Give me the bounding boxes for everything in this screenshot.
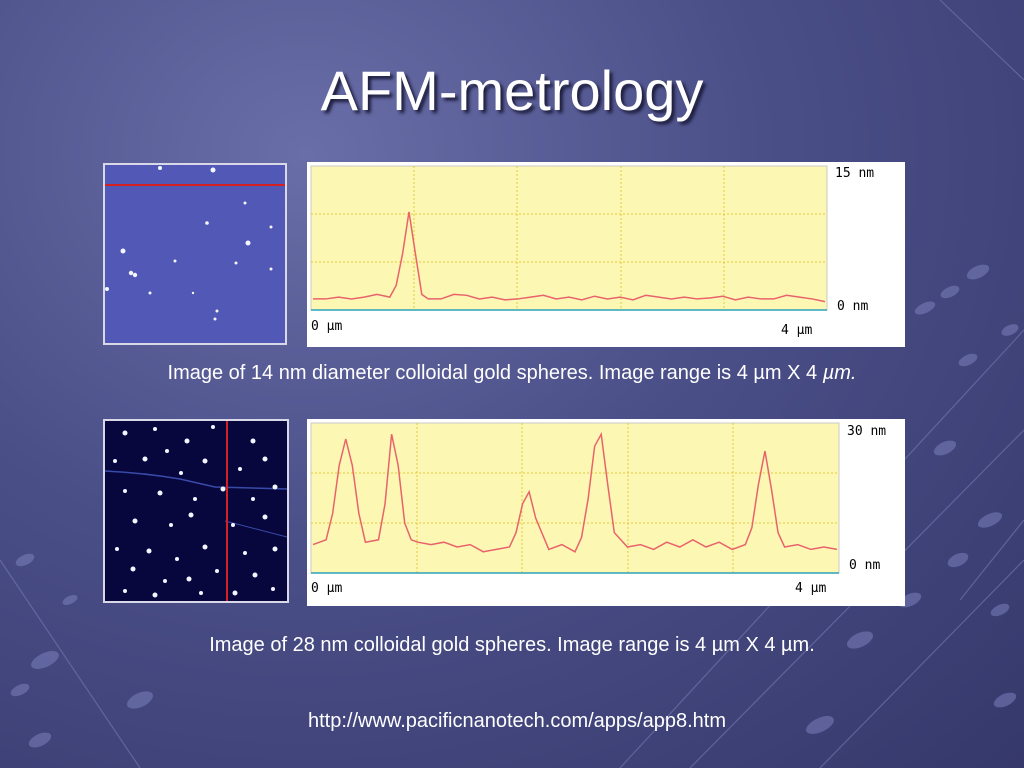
x-start-label: 0 µm xyxy=(311,581,342,596)
height-profile-28nm: 30 nm 0 nm 0 µm 4 µm xyxy=(307,419,905,606)
afm-image-14nm xyxy=(103,163,287,345)
caption-28nm: Image of 28 nm colloidal gold spheres. I… xyxy=(209,634,815,656)
x-start-label: 0 µm xyxy=(311,319,342,334)
y-bottom-label: 0 nm xyxy=(837,299,868,314)
slide-title: AFM-metrology xyxy=(320,59,704,122)
y-top-label: 15 nm xyxy=(835,166,874,181)
caption-14nm: Image of 14 nm diameter colloidal gold s… xyxy=(0,362,1024,385)
caption-text: Image of 14 nm diameter colloidal gold s… xyxy=(167,362,823,384)
height-profile-14nm: 15 nm 0 nm 0 µm 4 µm xyxy=(307,162,905,347)
x-end-label: 4 µm xyxy=(795,581,826,596)
caption-unit: µm. xyxy=(822,362,857,384)
y-top-label: 30 nm xyxy=(847,424,886,439)
x-end-label: 4 µm xyxy=(781,323,812,338)
source-url-link[interactable]: http://www.pacificnanotech.com/apps/app8… xyxy=(307,710,726,732)
profile-series-line xyxy=(313,211,826,303)
afm-image-28nm xyxy=(103,419,289,603)
y-bottom-label: 0 nm xyxy=(849,558,880,573)
